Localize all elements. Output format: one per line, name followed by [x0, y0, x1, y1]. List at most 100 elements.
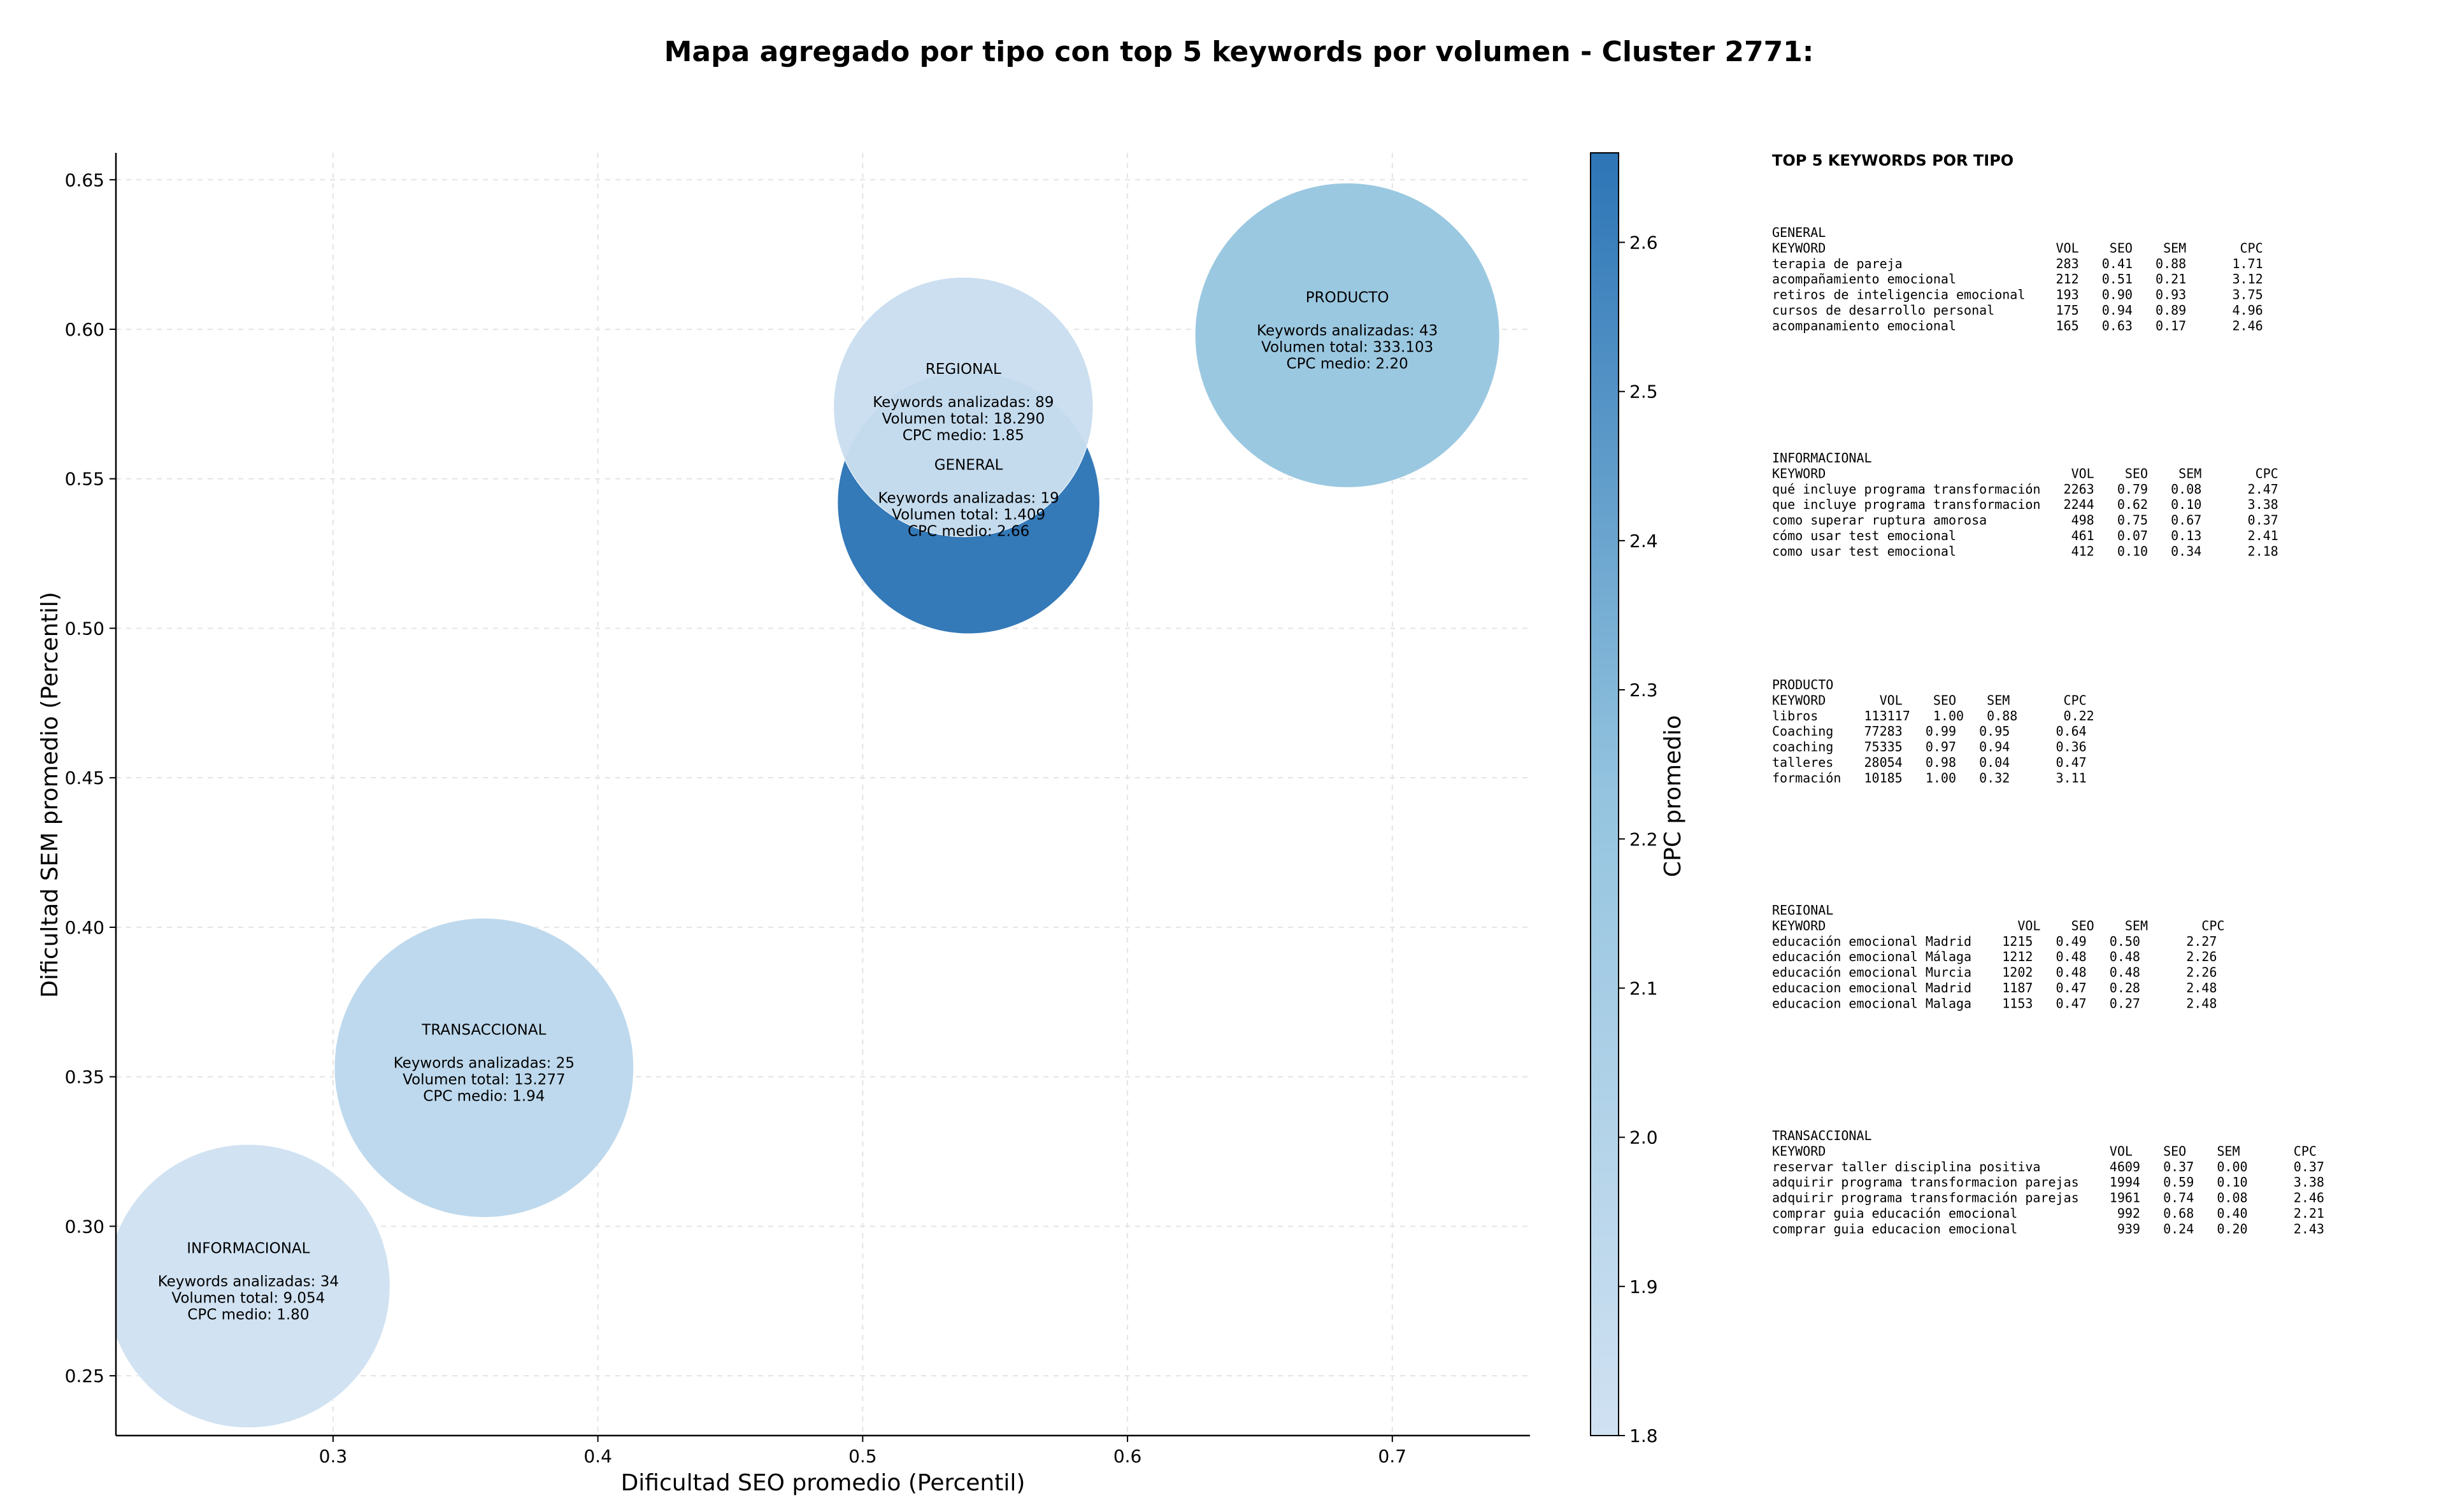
keyword-table-header: KEYWORD VOL SEO SEM CPC [1772, 692, 2087, 708]
bubble-stat-label: Volumen total: 1.409 [892, 506, 1045, 523]
colorbar-tick-label: 2.0 [1629, 1127, 1658, 1148]
y-tick-label: 0.65 [65, 169, 104, 190]
keyword-row: libros 113117 1.00 0.88 0.22 [1772, 708, 2094, 724]
colorbar-tick-label: 1.9 [1629, 1276, 1658, 1297]
keyword-row: retiros de inteligencia emocional 193 0.… [1772, 287, 2263, 303]
colorbar-tick-label: 1.8 [1629, 1425, 1658, 1446]
keyword-group-title: PRODUCTO [1772, 677, 1833, 692]
keyword-row: adquirir programa transformacion parejas… [1772, 1174, 2324, 1190]
bubble-stat-label: Volumen total: 333.103 [1261, 339, 1433, 355]
keyword-row: coaching 75335 0.97 0.94 0.36 [1772, 739, 2087, 755]
y-axis-label: Dificultad SEM promedio (Percentil) [37, 592, 63, 998]
colorbar-gradient [1590, 152, 1619, 1436]
keyword-group-title: TRANSACCIONAL [1772, 1128, 1872, 1143]
bubble-informacional [116, 1144, 390, 1429]
keyword-table-header: KEYWORD VOL SEO SEM CPC [1772, 240, 2263, 255]
bubble-stat-label: CPC medio: 1.94 [423, 1088, 545, 1105]
keyword-row: terapia de pareja 283 0.41 0.88 1.71 [1772, 256, 2263, 271]
bubble-stat-label: Volumen total: 9.054 [171, 1290, 325, 1306]
colorbar-ticks: 1.8 1.9 2.0 2.1 2.2 2.3 2.4 2.5 2.6 [1619, 232, 1658, 1446]
bubble-stat-label: CPC medio: 1.80 [187, 1306, 309, 1323]
bubble-type-label: TRANSACCIONAL [421, 1022, 546, 1039]
bubble-regional [833, 276, 1094, 538]
keyword-row: adquirir programa transformación parejas… [1772, 1190, 2324, 1206]
keyword-row: como usar test emocional 412 0.10 0.34 2… [1772, 543, 2278, 559]
bubble-stat-label: Keywords analizadas: 25 [394, 1055, 575, 1072]
keyword-row: qué incluye programa transformación 2263… [1772, 481, 2278, 497]
bubble-stat-label: Keywords analizadas: 34 [158, 1273, 339, 1290]
keyword-row: Coaching 77283 0.99 0.95 0.64 [1772, 724, 2087, 739]
x-tick-label: 0.7 [1378, 1446, 1407, 1467]
keyword-group-title: REGIONAL [1772, 902, 1833, 918]
bubble-stat-label: CPC medio: 1.85 [903, 427, 1024, 444]
bubble-stat-label: CPC medio: 2.20 [1287, 355, 1408, 372]
keyword-row: educación emocional Madrid 1215 0.49 0.5… [1772, 934, 2217, 949]
keywords-panel-title: TOP 5 KEYWORDS POR TIPO [1772, 152, 2013, 169]
axes: 0.3 0.4 0.5 0.6 0.7 0.25 0.30 0.35 0.40 0.45 0.50 0… [65, 153, 1530, 1467]
bubble-type-label: INFORMACIONAL [187, 1240, 310, 1257]
y-tick-label: 0.35 [65, 1067, 104, 1088]
keyword-row: como superar ruptura amorosa 498 0.75 0.… [1772, 513, 2278, 528]
x-tick-label: 0.4 [583, 1446, 612, 1467]
bubble-stat-label: CPC medio: 2.66 [908, 523, 1029, 539]
chart-title: Mapa agregado por tipo con top 5 keyword… [664, 36, 1814, 68]
keyword-row: acompanamiento emocional 165 0.63 0.17 2… [1772, 318, 2263, 333]
colorbar-tick-label: 2.1 [1629, 978, 1658, 999]
keyword-row: reservar taller disciplina positiva 4609… [1772, 1159, 2324, 1174]
bubble-stat-label: Keywords analizadas: 19 [878, 490, 1059, 506]
keyword-row: comprar guia educacion emocional 939 0.2… [1772, 1221, 2324, 1236]
keyword-row: educacion emocional Malaga 1153 0.47 0.2… [1772, 995, 2217, 1011]
bubble-type-label: PRODUCTO [1306, 289, 1389, 306]
x-axis-label: Dificultad SEO promedio (Percentil) [621, 1470, 1026, 1496]
bubble-type-label: REGIONAL [926, 361, 1001, 378]
y-tick-label: 0.40 [65, 917, 104, 938]
colorbar-label: CPC promedio [1660, 715, 1686, 877]
keyword-group-title: GENERAL [1772, 225, 1826, 240]
y-tick-label: 0.60 [65, 319, 104, 340]
keyword-row: comprar guia educación emocional 992 0.6… [1772, 1206, 2324, 1221]
y-tick-label: 0.55 [65, 469, 104, 490]
y-tick-label: 0.30 [65, 1216, 104, 1237]
bubbles [116, 182, 1500, 1429]
keyword-row: educación emocional Málaga 1212 0.48 0.4… [1772, 949, 2217, 964]
keyword-table-header: KEYWORD VOL SEO SEM CPC [1772, 466, 2278, 481]
y-tick-label: 0.25 [65, 1366, 104, 1387]
bubble-transaccional [334, 918, 634, 1218]
colorbar-tick-label: 2.2 [1629, 829, 1658, 850]
x-tick-label: 0.5 [848, 1446, 877, 1467]
keyword-table-header: KEYWORD VOL SEO SEM CPC [1772, 1143, 2317, 1159]
keyword-row: acompañamiento emocional 212 0.51 0.21 3… [1772, 271, 2263, 287]
keyword-group-title: INFORMACIONAL [1772, 450, 1872, 466]
bubble-stat-label: Volumen total: 18.290 [882, 411, 1045, 427]
keyword-row: cursos de desarrollo personal 175 0.94 0… [1772, 303, 2263, 318]
x-tick-label: 0.6 [1113, 1446, 1142, 1467]
keyword-row: cómo usar test emocional 461 0.07 0.13 2… [1772, 528, 2278, 543]
bubble-producto [1194, 182, 1500, 488]
bubble-type-label: GENERAL [934, 457, 1003, 473]
keyword-row: que incluye programa transformacion 2244… [1772, 497, 2278, 512]
keyword-table-header: KEYWORD VOL SEO SEM CPC [1772, 918, 2224, 933]
colorbar-tick-label: 2.3 [1629, 680, 1658, 701]
bubble-stat-label: Volumen total: 13.277 [403, 1072, 566, 1088]
y-tick-label: 0.45 [65, 767, 104, 788]
colorbar-tick-label: 2.5 [1629, 382, 1658, 403]
colorbar: 1.8 1.9 2.0 2.1 2.2 2.3 2.4 2.5 2.6 CPC promedio [1590, 152, 1686, 1446]
colorbar-tick-label: 2.4 [1629, 531, 1658, 552]
keyword-row: formación 10185 1.00 0.32 3.11 [1772, 770, 2087, 785]
x-tick-label: 0.3 [319, 1446, 348, 1467]
colorbar-tick-label: 2.6 [1629, 232, 1658, 253]
keyword-row: educacion emocional Madrid 1187 0.47 0.2… [1772, 980, 2217, 995]
bubble-stat-label: Keywords analizadas: 89 [873, 394, 1054, 411]
keyword-row: talleres 28054 0.98 0.04 0.47 [1772, 755, 2087, 770]
y-tick-label: 0.50 [65, 618, 104, 639]
bubble-stat-label: Keywords analizadas: 43 [1257, 322, 1438, 339]
